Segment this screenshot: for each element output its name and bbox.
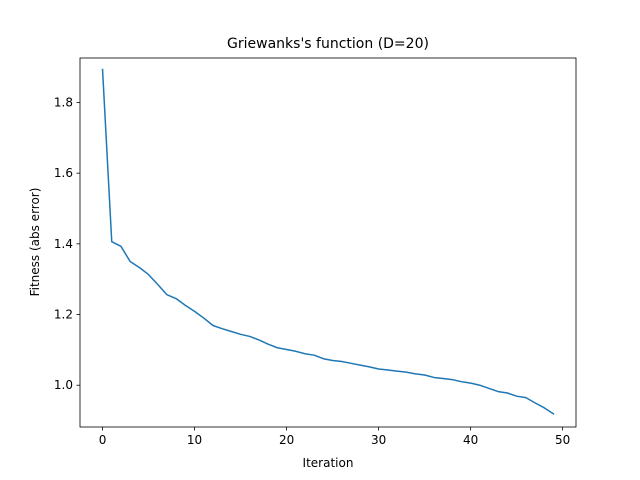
y-axis-label: Fitness (abs error) xyxy=(28,188,42,297)
x-axis-label: Iteration xyxy=(303,456,354,470)
series-line xyxy=(101,68,555,415)
x-tick-label: 30 xyxy=(371,433,386,447)
axes-frame xyxy=(79,57,577,428)
x-tick-label: 40 xyxy=(463,433,478,447)
y-tick-label: 1.6 xyxy=(54,166,73,180)
y-tick-label: 1.2 xyxy=(54,308,73,322)
chart-title: Griewanks's function (D=20) xyxy=(227,36,429,52)
x-tick-label: 50 xyxy=(555,433,570,447)
y-tick-label: 1.4 xyxy=(54,237,73,251)
y-tick-label: 1.0 xyxy=(54,378,73,392)
x-tick-label: 0 xyxy=(99,433,107,447)
y-tick-label: 1.8 xyxy=(54,95,73,109)
plot-area: 0 10 20 30 40 50 1.0 1.2 1.4 1.6 1.8 xyxy=(54,57,577,447)
x-tick-label: 10 xyxy=(187,433,202,447)
x-tick-label: 20 xyxy=(279,433,294,447)
